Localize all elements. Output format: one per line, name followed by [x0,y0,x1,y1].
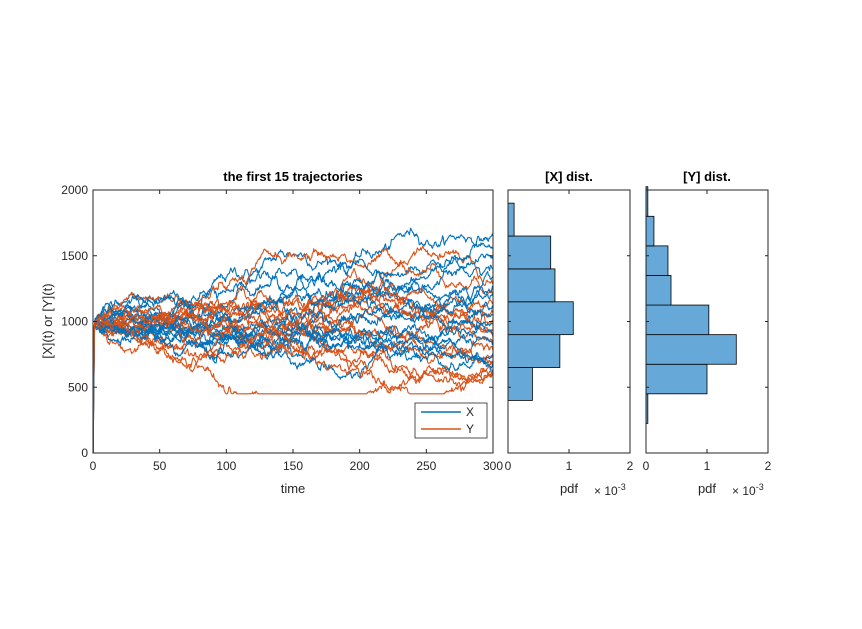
x-dist-exponent-label: × 10-3 [594,482,626,498]
x-dist-axes: 0 1 2 [X] dist. pdf × 10-3 [505,169,634,498]
y-dist-x-ticks: 0 1 2 [643,189,772,473]
x-dist-bars [507,202,574,401]
x-dist-x-tick-label: 2 [627,459,634,473]
x-dist-bar-1 [507,367,533,401]
x-tick-label: 250 [416,459,436,473]
trajectory-y-15 [93,308,493,453]
legend-box [414,402,488,439]
x-dist-bar-2 [507,334,561,368]
trajectory-x-9 [93,297,493,453]
trajectory-y-12 [93,304,493,453]
y-dist-bar-3 [645,334,737,365]
y-dist-bar-6 [645,245,669,276]
y-tick-label: 1500 [61,249,88,263]
y-dist-x-tick-label: 0 [643,459,650,473]
trajectory-x-14 [93,319,493,453]
trajectory-y-11 [93,313,493,453]
trajectories-y-label: [X](t) or [Y](t) [40,283,55,358]
trajectory-y-2 [93,247,493,453]
trajectories-y-ticks: 0 500 1000 1500 2000 [61,183,493,460]
trajectories-x-label: time [281,481,306,496]
trajectory-y-8 [93,283,493,453]
x-dist-bar-6 [507,202,515,237]
x-dist-x-tick-label: 0 [505,459,512,473]
x-dist-bar-4 [507,268,556,303]
x-tick-label: 50 [153,459,167,473]
y-tick-label: 1000 [61,315,88,329]
y-dist-title: [Y] dist. [683,169,731,184]
y-tick-label: 2000 [61,183,88,197]
x-tick-label: 200 [350,459,370,473]
legend-label-x: X [466,405,474,419]
x-dist-bar-5 [507,235,552,270]
y-tick-label: 500 [68,380,88,394]
y-dist-bar-5 [645,275,672,306]
trajectories-axes: 0 50 100 150 200 250 300 0 500 1000 1500 2000 the … [40,169,503,496]
y-dist-bar-4 [645,304,710,336]
trajectory-x-6 [93,284,493,453]
x-tick-label: 300 [483,459,503,473]
x-tick-label: 150 [283,459,303,473]
x-dist-x-tick-label: 1 [566,459,573,473]
legend: X Y [414,402,488,439]
x-dist-x-ticks: 0 1 2 [505,189,634,473]
legend-label-y: Y [466,422,474,436]
y-tick-label: 0 [81,446,88,460]
x-tick-label: 0 [90,459,97,473]
x-dist-x-label: pdf [560,481,578,496]
x-dist-title: [X] dist. [545,169,593,184]
y-dist-bars [645,186,737,424]
y-dist-x-label: pdf [698,481,716,496]
trajectory-x-15 [93,302,493,453]
y-dist-axes: 0 1 2 [Y] dist. pdf × 10-3 [643,169,772,498]
x-tick-label: 100 [216,459,236,473]
trajectory-lines [93,227,493,453]
trajectory-x-8 [93,293,493,453]
trajectory-x-13 [93,313,493,453]
trajectory-x-3 [93,253,493,453]
y-dist-exponent-label: × 10-3 [732,482,764,498]
y-dist-bar-2 [645,363,708,395]
y-dist-bar-7 [645,215,655,247]
y-dist-x-tick-label: 2 [765,459,772,473]
trajectories-title: the first 15 trajectories [223,169,362,184]
trajectory-y-14 [93,311,493,453]
trajectory-y-13 [93,320,493,453]
y-dist-x-tick-label: 1 [704,459,711,473]
x-dist-bar-3 [507,301,574,336]
trajectories-x-ticks: 0 50 100 150 200 250 300 [90,190,503,473]
